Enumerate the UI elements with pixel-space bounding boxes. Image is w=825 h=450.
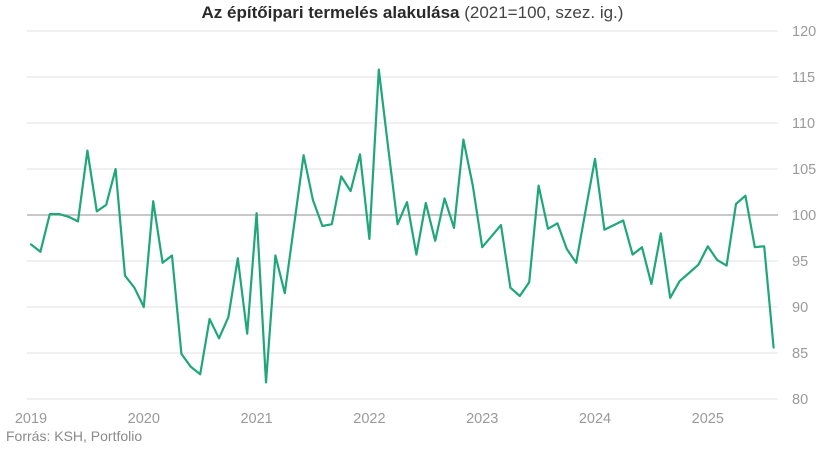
x-axis-labels: 2019 2020 2021 2022 2023 2024 2025 (15, 411, 724, 427)
x-tick-label: 2022 (353, 411, 385, 427)
y-tick-label: 120 (792, 24, 816, 40)
x-tick-label: 2025 (692, 411, 724, 427)
y-tick-label: 90 (792, 300, 808, 316)
x-tick-label: 2021 (240, 411, 272, 427)
y-tick-label: 105 (792, 162, 816, 178)
y-tick-label: 100 (792, 208, 816, 224)
gridlines (27, 30, 778, 400)
x-tick-label: 2019 (15, 411, 47, 427)
chart-title: Az építőipari termelés alakulása (2021=1… (0, 3, 825, 23)
y-tick-label: 85 (792, 346, 808, 362)
chart-title-subtitle: (2021=100, szez. ig.) (459, 3, 624, 22)
y-tick-label: 115 (792, 70, 815, 86)
chart-title-bold: Az építőipari termelés alakulása (201, 3, 460, 22)
y-tick-label: 110 (792, 116, 815, 132)
x-tick-label: 2020 (128, 411, 160, 427)
y-tick-label: 95 (792, 254, 808, 270)
source-note: Forrás: KSH, Portfolio (6, 428, 143, 444)
x-tick-label: 2023 (466, 411, 498, 427)
x-tick-label: 2024 (579, 411, 611, 427)
y-tick-label: 80 (792, 392, 808, 408)
y-axis-labels: 80 85 90 95 100 105 110 115 120 (792, 24, 816, 408)
series-line (29, 68, 775, 384)
